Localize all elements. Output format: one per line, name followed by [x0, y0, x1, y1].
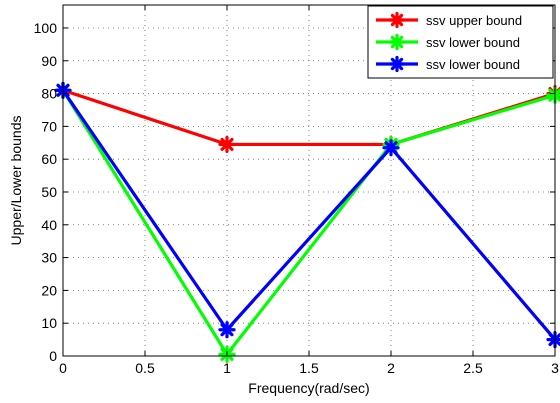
series-line	[61, 89, 557, 341]
x-tick-label: 2.5	[463, 360, 483, 376]
y-tick-label: 100	[34, 20, 58, 36]
x-tick-label: 0	[59, 360, 67, 376]
y-tick-label: 60	[41, 151, 57, 167]
series-2	[54, 81, 560, 363]
point-marker	[382, 139, 400, 157]
y-tick-label: 70	[41, 118, 57, 134]
y-tick-label: 50	[41, 184, 57, 200]
y-tick-label: 20	[41, 282, 57, 298]
legend-item: ssv lower bound	[376, 55, 520, 73]
series-3	[54, 81, 560, 349]
y-tick-label: 80	[41, 86, 57, 102]
y-tick-label: 0	[49, 348, 57, 364]
x-tick-label: 1	[223, 360, 231, 376]
legend: ssv upper bound ssv lower bound ssv lower …	[367, 5, 554, 79]
y-tick-label: 40	[41, 217, 57, 233]
point-marker	[388, 55, 406, 73]
legend-item: ssv upper bound	[376, 11, 522, 29]
x-axis-label: Frequency(rad/sec)	[248, 380, 369, 396]
y-tick-label: 30	[41, 250, 57, 266]
legend-item: ssv lower bound	[376, 33, 520, 51]
point-marker	[218, 135, 236, 154]
legend-label: ssv lower bound	[426, 35, 520, 50]
legend-label: ssv lower bound	[426, 57, 520, 72]
x-tick-label: 1.5	[299, 360, 319, 376]
point-marker	[546, 330, 560, 349]
point-marker	[218, 321, 236, 339]
x-tick-label: 0.5	[135, 360, 155, 376]
y-tick-label: 90	[41, 53, 57, 69]
series-layer	[54, 81, 560, 363]
x-tick-label: 3	[551, 360, 559, 376]
point-marker	[388, 33, 406, 51]
series-line	[61, 89, 556, 356]
point-marker	[388, 11, 406, 29]
grid	[63, 5, 555, 356]
y-axis-label: Upper/Lower bounds	[8, 116, 24, 246]
y-tick-label: 10	[41, 315, 57, 331]
point-marker	[546, 86, 560, 104]
x-tick-label: 2	[387, 360, 395, 376]
legend-label: ssv upper bound	[426, 13, 522, 28]
